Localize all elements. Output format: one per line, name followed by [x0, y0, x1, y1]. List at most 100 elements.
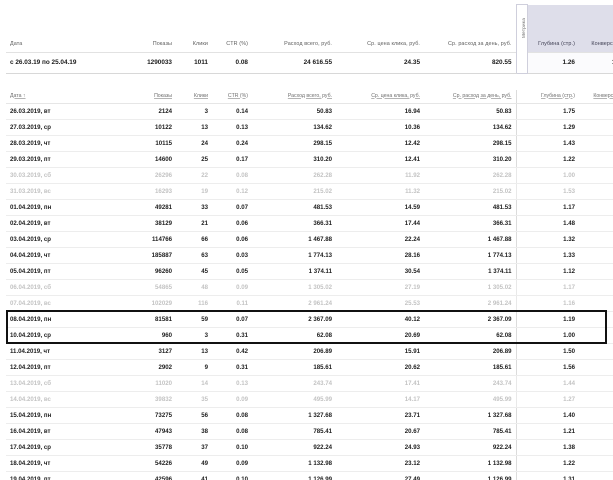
- cell-clicks: 66: [176, 231, 212, 248]
- table-row[interactable]: 30.03.2019, сб 26296 22 0.08 262.28 11.92 262.…: [6, 167, 613, 184]
- metric-vertical-tab[interactable]: Метрика: [515, 4, 528, 52]
- cell-spend: 1 774.13: [252, 247, 336, 264]
- cell-cpc: 16.94: [336, 103, 424, 120]
- detail-header: Дата ↑ Показы Клики CTR (%) Расход всего, ру…: [6, 89, 613, 104]
- cell-conv: 1: [579, 343, 613, 360]
- cell-depth: 1.44: [527, 375, 579, 392]
- cell-dayspend: 50.83: [424, 103, 517, 120]
- table-row[interactable]: 13.04.2019, сб 11020 14 0.13 243.74 17.41 243.…: [6, 375, 613, 392]
- table-row[interactable]: 26.03.2019, вт 2124 3 0.14 50.83 16.94 50.83 1.…: [6, 103, 613, 120]
- cell-clicks: 35: [176, 391, 212, 408]
- cell-ctr: 0.08: [212, 423, 252, 440]
- cell-date: 18.04.2019, чт: [6, 455, 124, 472]
- detail-col-sort-link-ctr[interactable]: CTR (%): [227, 92, 248, 99]
- table-row[interactable]: 27.03.2019, ср 10122 13 0.13 134.62 10.36 134.…: [6, 119, 613, 136]
- detail-col-header-depth[interactable]: Глубина (стр.): [527, 89, 579, 104]
- cell-dayspend: 366.31: [424, 215, 517, 232]
- cell-ctr: 0.07: [212, 311, 252, 328]
- table-row[interactable]: 11.04.2019, чт 3127 13 0.42 206.89 15.91 206.8…: [6, 343, 613, 360]
- table-row[interactable]: 16.04.2019, вт 47943 38 0.08 785.41 20.67 785.…: [6, 423, 613, 440]
- row-spacer: [516, 295, 527, 312]
- cell-ctr: 0.14: [212, 103, 252, 120]
- summary-table: Дата Показы Клики CTR (%) Расход всего, руб.…: [6, 4, 613, 74]
- cell-ctr: 0.10: [212, 439, 252, 456]
- row-spacer: [516, 151, 527, 168]
- table-row[interactable]: 19.04.2019, пт 42596 41 0.10 1 126.99 27.49 1 …: [6, 471, 613, 480]
- cell-ctr: 0.31: [212, 327, 252, 344]
- cell-depth: 1.17: [527, 199, 579, 216]
- table-row[interactable]: 12.04.2019, пт 2902 9 0.31 185.61 20.62 185.61…: [6, 359, 613, 376]
- table-row[interactable]: 14.04.2019, вс 39832 35 0.09 495.99 14.17 495.…: [6, 391, 613, 408]
- row-spacer: [516, 119, 527, 136]
- cell-cpc: 24.93: [336, 439, 424, 456]
- table-row[interactable]: 15.04.2019, пн 73275 56 0.08 1 327.68 23.71 1 …: [6, 407, 613, 424]
- cell-date: 04.04.2019, чт: [6, 247, 124, 264]
- cell-spend: 262.28: [252, 167, 336, 184]
- cell-depth: 1.75: [527, 103, 579, 120]
- cell-cpc: 20.69: [336, 327, 424, 344]
- cell-ctr: 0.42: [212, 343, 252, 360]
- table-row[interactable]: 01.04.2019, пн 49281 33 0.07 481.53 14.59 481.…: [6, 199, 613, 216]
- table-row[interactable]: 07.04.2019, вс 102029 116 0.11 2 961.24 25.53…: [6, 295, 613, 312]
- detail-col-header-cpc[interactable]: Ср. цена клика, руб.: [336, 89, 424, 104]
- cell-clicks: 3: [176, 327, 212, 344]
- detail-col-header-conv[interactable]: Конверсии: [579, 89, 613, 104]
- cell-conv: –: [579, 439, 613, 456]
- detail-col-header-spend[interactable]: Расход всего, руб.: [252, 89, 336, 104]
- detail-col-sort-link-conv[interactable]: Конверсии: [593, 92, 613, 99]
- table-row[interactable]: 18.04.2019, чт 54226 49 0.09 1 132.98 23.12 1 …: [6, 455, 613, 472]
- cell-cpc: 11.32: [336, 183, 424, 200]
- cell-dayspend: 1 132.98: [424, 455, 517, 472]
- summary-cell-conv: 12: [579, 51, 613, 74]
- detail-col-header-dayspend[interactable]: Ср. расход за день, руб.: [424, 89, 517, 104]
- row-spacer: [516, 183, 527, 200]
- detail-col-sort-link-date[interactable]: Дата ↑: [10, 92, 26, 99]
- cell-conv: 2: [579, 247, 613, 264]
- summary-cell-date: с 26.03.19 по 25.04.19: [6, 51, 124, 74]
- cell-spend: 50.83: [252, 103, 336, 120]
- cell-shows: 2902: [124, 359, 176, 376]
- row-spacer: [516, 135, 527, 152]
- cell-conv: –: [579, 279, 613, 296]
- cell-depth: 1.56: [527, 359, 579, 376]
- table-row[interactable]: 05.04.2019, пт 96260 45 0.05 1 374.11 30.54 1 …: [6, 263, 613, 280]
- cell-cpc: 28.16: [336, 247, 424, 264]
- cell-date: 11.04.2019, чт: [6, 343, 124, 360]
- cell-dayspend: 1 305.02: [424, 279, 517, 296]
- table-row[interactable]: 29.03.2019, пт 14600 25 0.17 310.20 12.41 310.…: [6, 151, 613, 168]
- row-spacer: [516, 359, 527, 376]
- detail-col-header-ctr[interactable]: CTR (%): [212, 89, 252, 104]
- detail-col-sort-link-cpc[interactable]: Ср. цена клика, руб.: [371, 92, 420, 99]
- table-row[interactable]: 10.04.2019, ср 960 3 0.31 62.08 20.69 62.08 1.0…: [6, 327, 613, 344]
- summary-col-header-date: Дата: [10, 40, 23, 47]
- table-row[interactable]: 02.04.2019, вт 38129 21 0.06 366.31 17.44 366.…: [6, 215, 613, 232]
- table-row[interactable]: 31.03.2019, вс 16293 19 0.12 215.02 11.32 215.…: [6, 183, 613, 200]
- table-row[interactable]: 17.04.2019, ср 35778 37 0.10 922.24 24.93 922.…: [6, 439, 613, 456]
- cell-conv: 1: [579, 407, 613, 424]
- cell-depth: 1.53: [527, 183, 579, 200]
- detail-col-sort-link-spend[interactable]: Расход всего, руб.: [287, 92, 332, 99]
- detail-col-sort-link-depth[interactable]: Глубина (стр.): [540, 92, 575, 99]
- detail-col-sort-link-dayspend[interactable]: Ср. расход за день, руб.: [452, 92, 512, 99]
- table-row[interactable]: 08.04.2019, пн 81581 59 0.07 2 367.09 40.12 2 …: [6, 311, 613, 328]
- table-row[interactable]: 04.04.2019, чт 185887 63 0.03 1 774.13 28.16 1…: [6, 247, 613, 264]
- detail-col-header-clicks[interactable]: Клики: [176, 89, 212, 104]
- detail-col-sort-link-shows[interactable]: Показы: [154, 92, 172, 99]
- detail-col-header-shows[interactable]: Показы: [124, 89, 176, 104]
- detail-col-header-date[interactable]: Дата ↑: [6, 89, 124, 104]
- table-row[interactable]: 28.03.2019, чт 10115 24 0.24 298.15 12.42 298.…: [6, 135, 613, 152]
- cell-cpc: 23.71: [336, 407, 424, 424]
- cell-conv: 2: [579, 455, 613, 472]
- cell-conv: –: [579, 263, 613, 280]
- cell-cpc: 17.41: [336, 375, 424, 392]
- table-row[interactable]: 03.04.2019, ср 114766 66 0.06 1 467.88 22.24 1…: [6, 231, 613, 248]
- cell-shows: 39832: [124, 391, 176, 408]
- cell-conv: 1: [579, 183, 613, 200]
- detail-col-sort-link-clicks[interactable]: Клики: [193, 92, 208, 99]
- cell-clicks: 56: [176, 407, 212, 424]
- cell-dayspend: 262.28: [424, 167, 517, 184]
- cell-spend: 1 305.02: [252, 279, 336, 296]
- cell-depth: 1.43: [527, 135, 579, 152]
- table-row[interactable]: 06.04.2019, сб 54865 48 0.09 1 305.02 27.19 1 …: [6, 279, 613, 296]
- table-spacer: [6, 74, 607, 90]
